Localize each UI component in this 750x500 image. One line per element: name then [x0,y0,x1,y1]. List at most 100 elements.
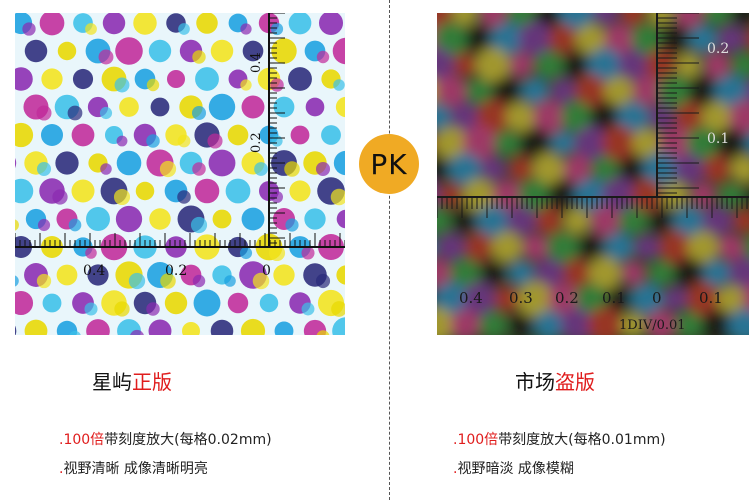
halftone-dot [475,47,511,83]
halftone-dot [15,219,19,231]
halftone-dot [15,178,34,204]
halftone-dot [491,75,523,107]
halftone-dot [632,128,662,158]
halftone-dot [102,13,126,35]
halftone-dot [115,205,143,233]
halftone-dot [437,47,455,83]
halftone-dot [227,292,249,314]
halftone-dot [587,307,623,335]
halftone-dot [130,329,144,335]
halftone-dot [508,312,534,335]
halftone-dot [521,233,549,261]
edition-label: 正版 [132,370,172,394]
halftone-dot [330,188,345,206]
halftone-dot [72,68,94,90]
halftone-dot [208,149,236,177]
halftone-dot [494,130,520,156]
halftone-dot [268,244,286,262]
halftone-dot [518,126,552,160]
scale-label: 0.1 [602,289,626,307]
halftone-dot [630,178,664,212]
halftone-dot [332,37,345,65]
halftone-dot [241,207,265,231]
halftone-dot [15,275,19,287]
halftone-dot [194,178,220,204]
halftone-dot [728,100,749,134]
feature-text: 带刻度放大(每格0.01mm) [498,432,666,448]
magnification-highlight: 100倍 [457,432,499,448]
halftone-dot [616,100,650,134]
halftone-dot [533,257,565,289]
halftone-dot [192,162,206,176]
halftone-dot [491,179,523,211]
halftone-dot [703,259,731,287]
halftone-dot [316,50,330,64]
halftone-dot [241,95,265,119]
halftone-dot [437,21,469,57]
halftone-dot [68,218,82,232]
halftone-dot [315,273,331,289]
halftone-dot [589,205,621,237]
halftone-dot [71,179,95,203]
halftone-dot [36,105,52,121]
halftone-dot [305,97,325,117]
halftone-dot [505,205,537,237]
halftone-dot [210,39,234,63]
halftone-dot [574,74,608,108]
counterfeit-caption: 市场盗版 [515,366,595,395]
halftone-dot [178,23,190,35]
scale-label: 0.2 [249,132,264,153]
halftone-dot [715,127,747,159]
halftone-dot [333,79,345,91]
halftone-dot [37,218,51,232]
halftone-dot [619,207,647,235]
halftone-dot [674,13,704,28]
halftone-dot [15,325,17,335]
halftone-dot [647,103,675,131]
halftone-dot [254,162,268,176]
halftone-dot [149,208,171,230]
halftone-dot [304,208,326,230]
edition-label: 盗版 [555,370,595,394]
halftone-dot [466,78,492,104]
halftone-dot [160,273,176,289]
halftone-dot [146,78,160,92]
halftone-dot [648,208,674,234]
halftone-dot [658,230,692,264]
halftone-dot [620,13,646,26]
halftone-dot [227,124,249,146]
bullet-dot: . [453,432,458,448]
halftone-dot [39,13,65,36]
halftone-dot [606,286,632,312]
halftone-dot [273,264,295,286]
genuine-microscope-image: 0.4 0.2 0 0.2 0.4 [15,13,345,335]
halftone-dot [700,308,734,335]
halftone-dot [603,23,635,55]
halftone-dot [284,161,300,177]
halftone-dot [86,207,110,231]
halftone-dot [741,284,749,314]
halftone-dot [164,291,188,315]
halftone-dot [24,39,48,63]
halftone-dot [22,22,36,36]
halftone-dot [731,155,749,183]
halftone-dot [192,50,206,64]
halftone-dot [240,318,266,335]
halftone-dot [562,258,592,288]
counterfeit-microscope-image: 0.4 0.3 0.2 0.1 0 0.1 0.1 0.2 1DIV/0.01 [437,13,749,335]
halftone-dot [208,93,236,121]
halftone-dot [546,178,580,212]
halftone-dot [331,301,345,317]
halftone-dot [464,24,494,54]
genuine-caption: 星屿正版 [92,366,172,395]
brand-name: 市场 [515,370,555,394]
halftone-dot [437,258,452,288]
scale-label: 0.2 [707,41,729,57]
halftone-dot [604,76,634,106]
halftone-dot [52,189,68,205]
halftone-dot [601,125,637,161]
halftone-dot [704,13,730,26]
halftone-dot [592,156,618,182]
halftone-dot [676,52,702,78]
halftone-dot [631,23,663,55]
